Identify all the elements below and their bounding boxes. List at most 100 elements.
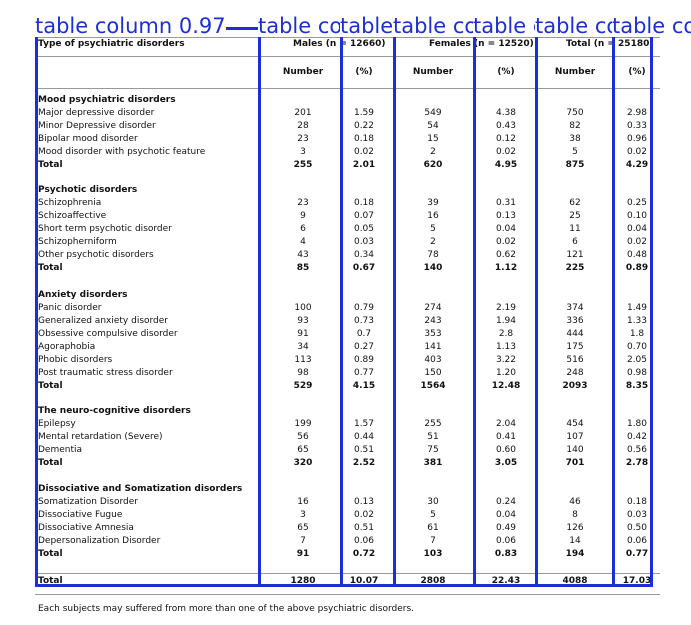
cell: 8.35 xyxy=(625,381,649,391)
cell: Dissociative Fugue xyxy=(38,510,123,520)
section-title: Mood psychiatric disorders xyxy=(38,95,176,105)
cell: Somatization Disorder xyxy=(38,497,138,507)
cell: Total xyxy=(38,263,63,273)
cell: 6 xyxy=(300,224,306,234)
cell: 0.48 xyxy=(626,250,648,260)
cell: 65 xyxy=(297,445,309,455)
cell: 54 xyxy=(427,121,439,131)
cell: 0.02 xyxy=(626,237,648,247)
cell: 2.8 xyxy=(498,329,514,339)
section-title: Anxiety disorders xyxy=(38,290,128,300)
detection-label: table column 0.9736 xyxy=(612,15,691,37)
cell: 4.29 xyxy=(625,160,649,170)
cell: 750 xyxy=(566,108,584,118)
rule xyxy=(35,88,660,89)
cell: 255 xyxy=(293,160,313,170)
cell: 46 xyxy=(569,497,581,507)
cell: 0.49 xyxy=(495,523,517,533)
cell: 2093 xyxy=(562,381,588,391)
cell: 0.44 xyxy=(353,432,375,442)
cell: 1.8 xyxy=(629,329,645,339)
cell: 82 xyxy=(569,121,581,131)
cell: 0.27 xyxy=(353,342,375,352)
section-title: Dissociative and Somatization disorders xyxy=(38,484,243,494)
cell: 2.78 xyxy=(625,458,649,468)
cell: 2808 xyxy=(420,576,446,586)
cell: 9 xyxy=(300,211,306,221)
cell: 6 xyxy=(572,237,578,247)
cell: 61 xyxy=(427,523,439,533)
cell: 0.62 xyxy=(495,250,517,260)
cell: 0.50 xyxy=(626,523,648,533)
cell: 381 xyxy=(423,458,443,468)
cell: 1.20 xyxy=(495,368,517,378)
cell: 620 xyxy=(423,160,443,170)
cell: 1.33 xyxy=(626,316,648,326)
cell: 0.67 xyxy=(352,263,376,273)
cell: 454 xyxy=(566,419,584,429)
rule xyxy=(35,37,660,38)
cell: 103 xyxy=(423,549,443,559)
cell: 0.06 xyxy=(495,536,517,546)
cell: Mood disorder with psychotic feature xyxy=(38,147,206,157)
cell: 0.70 xyxy=(626,342,648,352)
rule xyxy=(35,594,660,595)
cell: 701 xyxy=(565,458,585,468)
cell: 91 xyxy=(297,329,309,339)
cell: 7 xyxy=(430,536,436,546)
cell: Total xyxy=(38,458,63,468)
cell: 243 xyxy=(424,316,442,326)
cell: 22.43 xyxy=(491,576,521,586)
cell: 248 xyxy=(566,368,584,378)
cell: 4088 xyxy=(562,576,588,586)
cell: 150 xyxy=(424,368,442,378)
cell: 1.49 xyxy=(626,303,648,313)
cell: 2 xyxy=(430,237,436,247)
cell: 23 xyxy=(297,198,309,208)
cell: 0.60 xyxy=(495,445,517,455)
cell: 1280 xyxy=(290,576,316,586)
cell: 2.98 xyxy=(626,108,648,118)
cell: 0.18 xyxy=(626,497,648,507)
cell: 0.02 xyxy=(353,147,375,157)
cell: 0.89 xyxy=(353,355,375,365)
cell: 1.12 xyxy=(494,263,518,273)
cell: 175 xyxy=(566,342,584,352)
cell: 0.02 xyxy=(626,147,648,157)
cell: Phobic disorders xyxy=(38,355,113,365)
cell: 38 xyxy=(569,134,581,144)
cell: 0.77 xyxy=(353,368,375,378)
cell: 34 xyxy=(297,342,309,352)
cell: 1.94 xyxy=(495,316,517,326)
cell: 3.22 xyxy=(495,355,517,365)
cell: 1564 xyxy=(420,381,446,391)
cell: 93 xyxy=(297,316,309,326)
cell: 0.07 xyxy=(353,211,375,221)
cell: 4.15 xyxy=(352,381,376,391)
cell: 113 xyxy=(294,355,312,365)
cell: 336 xyxy=(566,316,584,326)
detection-box xyxy=(393,27,476,587)
cell: 2.19 xyxy=(495,303,517,313)
cell: 875 xyxy=(565,160,585,170)
header-cell: Females (n = 12520) xyxy=(429,39,534,49)
cell: 403 xyxy=(424,355,442,365)
cell: 39 xyxy=(427,198,439,208)
cell: 0.04 xyxy=(626,224,648,234)
cell: 0.04 xyxy=(495,224,517,234)
cell: 5 xyxy=(430,510,436,520)
cell: 0.56 xyxy=(626,445,648,455)
rule xyxy=(35,573,660,574)
cell: 91 xyxy=(296,549,310,559)
section-title: Psychotic disorders xyxy=(38,185,138,195)
cell: 0.96 xyxy=(626,134,648,144)
cell: Bipolar mood disorder xyxy=(38,134,138,144)
cell: 23 xyxy=(297,134,309,144)
cell: Total xyxy=(38,381,63,391)
cell: 0.77 xyxy=(625,549,649,559)
cell: 0.79 xyxy=(353,303,375,313)
cell: 2.05 xyxy=(626,355,648,365)
cell: 1.80 xyxy=(626,419,648,429)
detection-box xyxy=(35,27,261,587)
cell: 1.59 xyxy=(353,108,375,118)
